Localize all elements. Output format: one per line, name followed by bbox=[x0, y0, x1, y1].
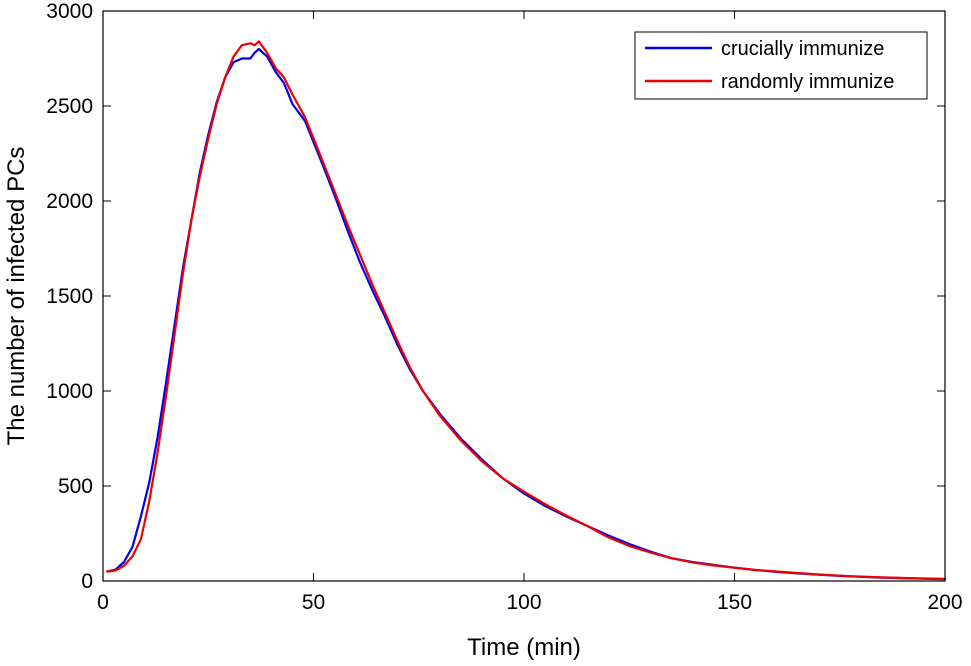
x-axis-ticks: 0 50 100 150 200 bbox=[97, 11, 963, 614]
x-tick-label: 150 bbox=[717, 591, 752, 614]
x-tick-label: 100 bbox=[506, 591, 541, 614]
legend-label-crucially-immunize: crucially immunize bbox=[721, 38, 884, 60]
x-tick-label: 0 bbox=[97, 591, 109, 614]
x-axis-title: Time (min) bbox=[467, 634, 581, 661]
y-axis-ticks: 0 500 1000 1500 2000 2500 3000 bbox=[46, 0, 945, 593]
y-tick-label: 1000 bbox=[46, 380, 93, 403]
y-tick-label: 1500 bbox=[46, 285, 93, 308]
y-tick-label: 0 bbox=[81, 570, 93, 593]
series-layer bbox=[106, 40, 947, 581]
y-tick-label: 2500 bbox=[46, 95, 93, 118]
x-tick-label: 50 bbox=[302, 591, 325, 614]
plot-area-background bbox=[103, 11, 945, 581]
legend-box bbox=[634, 31, 928, 100]
series-line-randomly-immunize bbox=[106, 40, 947, 581]
y-tick-label: 500 bbox=[58, 475, 93, 498]
y-tick-label: 3000 bbox=[46, 0, 93, 23]
legend: crucially immunize randomly immunize bbox=[634, 31, 928, 100]
y-axis-title: The number of infected PCs bbox=[3, 147, 30, 446]
legend-label-randomly-immunize: randomly immunize bbox=[721, 71, 894, 93]
y-tick-label: 2000 bbox=[46, 190, 93, 213]
x-tick-label: 200 bbox=[927, 591, 962, 614]
